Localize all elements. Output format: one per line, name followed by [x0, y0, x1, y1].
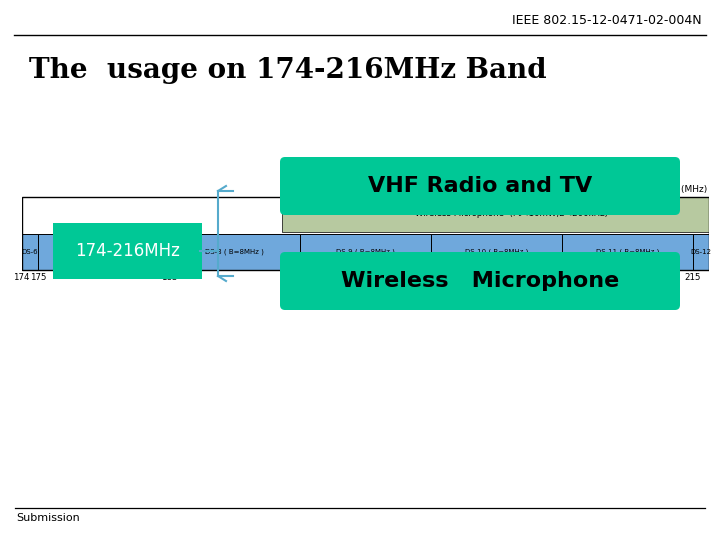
Bar — [38, 233, 169, 269]
Text: DS-9 ( B=8MHz ): DS-9 ( B=8MHz ) — [336, 248, 395, 255]
Bar — [693, 233, 709, 269]
Text: DS-10 ( B=8MHz ): DS-10 ( B=8MHz ) — [464, 248, 528, 255]
FancyBboxPatch shape — [280, 157, 680, 215]
Bar — [300, 233, 431, 269]
Text: Submission: Submission — [16, 513, 80, 523]
FancyBboxPatch shape — [53, 223, 202, 279]
Bar — [562, 233, 693, 269]
Text: 216 (MHz): 216 (MHz) — [661, 185, 708, 194]
Text: DS-7 ( B=8MHz ): DS-7 ( B=8MHz ) — [74, 248, 133, 255]
Bar — [22, 197, 709, 269]
Text: 174-216MHz: 174-216MHz — [75, 242, 180, 260]
FancyBboxPatch shape — [280, 252, 680, 310]
Text: Wireless   Microphone: Wireless Microphone — [341, 271, 619, 291]
Text: 183: 183 — [161, 273, 177, 282]
Bar — [169, 233, 300, 269]
Text: 215: 215 — [685, 273, 701, 282]
Text: VHF Radio and TV: VHF Radio and TV — [368, 176, 592, 196]
Text: 189. 9: 189. 9 — [287, 185, 315, 194]
Text: DS-12: DS-12 — [690, 249, 711, 255]
Text: DS-6: DS-6 — [22, 249, 38, 255]
Text: 199: 199 — [423, 273, 439, 282]
Text: 175: 175 — [30, 273, 46, 282]
Text: IEEE 802.15-12-0471-02-004N: IEEE 802.15-12-0471-02-004N — [513, 14, 702, 26]
Text: The  usage on 174-216MHz Band: The usage on 174-216MHz Band — [29, 57, 546, 84]
Text: 207: 207 — [554, 273, 570, 282]
Text: DS-8 ( B=8MHz ): DS-8 ( B=8MHz ) — [205, 248, 264, 255]
Text: DS-11 ( B=8MHz ): DS-11 ( B=8MHz ) — [595, 248, 659, 255]
Text: TV  channel: TV channel — [335, 281, 396, 291]
Bar — [22, 233, 38, 269]
Text: 174: 174 — [14, 273, 30, 282]
Bar — [431, 233, 562, 269]
Bar — [282, 197, 709, 232]
Text: Wireless Microphone  (Pt<10mW,B<200kHz): Wireless Microphone (Pt<10mW,B<200kHz) — [415, 210, 608, 218]
Text: 191: 191 — [292, 273, 308, 282]
